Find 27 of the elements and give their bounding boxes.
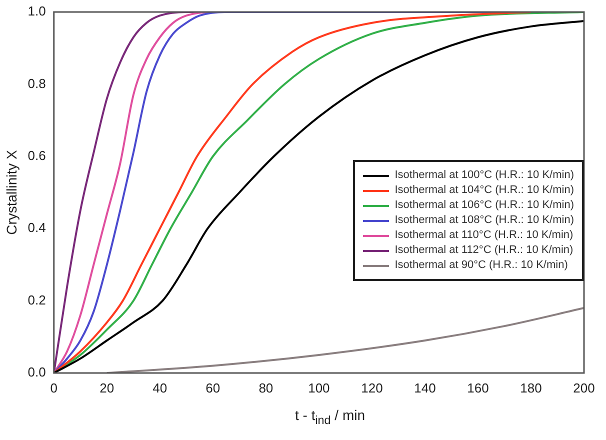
line-series [106, 307, 584, 373]
legend-label: Isothermal at 104°C (H.R.: 10 K/min) [394, 183, 574, 198]
x-tick-label: 120 [361, 380, 383, 396]
y-tick-label: 1.0 [28, 4, 46, 19]
legend-label: Isothermal at 106°C (H.R.: 10 K/min) [394, 198, 574, 213]
y-tick-label: 0.6 [28, 148, 46, 163]
x-tick-label: 80 [258, 380, 274, 396]
x-tick-label: 140 [414, 380, 436, 396]
x-tick-label: 180 [520, 380, 542, 396]
legend-label: Isothermal at 112°C (H.R.: 10 K/min) [394, 243, 574, 258]
x-axis-title: t - t$_{ind}$ / min [294, 406, 366, 429]
y-tick-label: 0.8 [28, 76, 46, 91]
x-tick-label: 0 [50, 380, 58, 396]
y-axis-title: Crystallinity X [3, 149, 20, 235]
y-tick-label: 0.0 [28, 364, 46, 380]
x-tick-label: 160 [467, 380, 489, 396]
x-tick-label: 20 [100, 380, 114, 396]
legend-label: Isothermal at 110°C (H.R.: 10 K/min) [394, 228, 574, 243]
x-tick-label: 40 [152, 380, 168, 396]
x-tick-label: 60 [206, 380, 220, 396]
x-tick-label: 100 [308, 380, 330, 396]
y-tick-label: 0.4 [28, 220, 46, 236]
y-tick-label: 0.2 [28, 292, 46, 308]
legend-label: Isothermal at 108°C (H.R.: 10 K/min) [394, 213, 574, 228]
x-tick-label: 200 [573, 380, 595, 396]
legend-label: Isothermal at 100°C (H.R.: 10 K/min) [394, 168, 574, 183]
legend-label: Isothermal at 90°C (H.R.: 10 K/min) [394, 258, 568, 273]
